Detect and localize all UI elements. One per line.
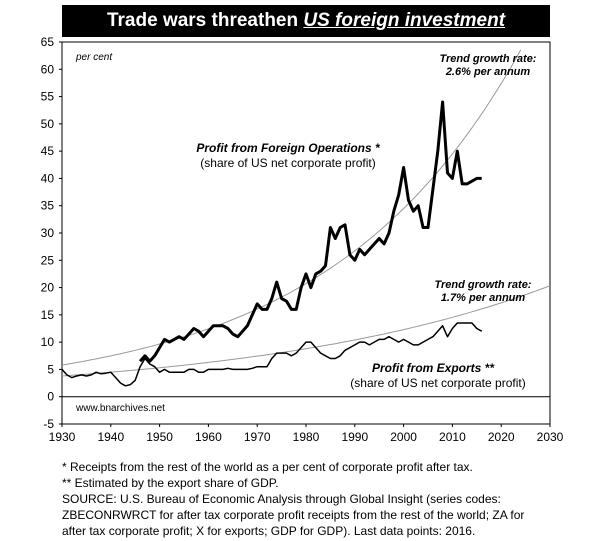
source-line: after tax corporate profit; X for export…	[62, 524, 476, 538]
y-tick-label: 30	[41, 226, 55, 240]
source-line: SOURCE: U.S. Bureau of Economic Analysis…	[62, 492, 501, 506]
x-tick-label: 2010	[439, 430, 466, 444]
y-tick-label: 10	[41, 335, 55, 349]
watermark: www.bnarchives.net	[75, 403, 165, 414]
x-tick-label: 1930	[49, 430, 76, 444]
y-tick-label: 45	[41, 144, 55, 158]
foreign-profit-line	[138, 100, 482, 363]
y-tick-label: 20	[41, 281, 55, 295]
y-tick-label: 60	[41, 62, 55, 76]
x-tick-label: 1980	[293, 430, 320, 444]
chart-title-emphasis: US foreign investment	[303, 10, 506, 31]
trend-line-exports	[62, 285, 550, 377]
y-axis-unit-label: per cent	[75, 52, 113, 63]
y-tick-label: 15	[41, 308, 55, 322]
y-tick-label: 25	[41, 253, 55, 267]
x-tick-label: 1960	[195, 430, 222, 444]
x-tick-label: 1970	[244, 430, 271, 444]
y-tick-label: 0	[47, 390, 54, 404]
chart-canvas: -5 0 5 10 15 20 25 30 35 40 45 50 55 60 65 1930 1940 1950…	[41, 35, 564, 444]
x-tick-label: 2000	[390, 430, 417, 444]
trend-label-mid-line1: Trend growth rate:	[435, 279, 532, 291]
chart-title: Trade wars threathen US foreign investme…	[62, 5, 550, 37]
y-tick-label: 5	[47, 362, 54, 376]
y-tick-label: 55	[41, 90, 55, 104]
chart-title-plain: Trade wars threathen	[106, 10, 304, 31]
foreign-profit-title: Profit from Foreign Operations *	[196, 141, 381, 155]
x-tick-label: 2030	[537, 430, 564, 444]
series-lines	[62, 49, 550, 387]
footnote-line: * Receipts from the rest of the world as…	[62, 460, 473, 474]
axes: -5 0 5 10 15 20 25 30 35 40 45 50 55 60 65 1930 1940 1950…	[41, 35, 564, 444]
y-tick-label: 50	[41, 117, 55, 131]
y-tick-label: -5	[43, 417, 54, 431]
x-tick-label: 1990	[341, 430, 368, 444]
exports-profit-line	[62, 322, 483, 387]
exports-profit-title: Profit from Exports **	[372, 361, 495, 375]
trend-label-top-line1: Trend growth rate:	[440, 53, 537, 65]
trend-line-foreign	[62, 49, 522, 366]
x-tick-label: 2020	[488, 430, 515, 444]
y-tick-label: 65	[41, 35, 55, 49]
source-line: ZBECONRWRCT for after tax corporate prof…	[62, 508, 525, 522]
trend-label-top-line2: 2.6% per annum	[445, 66, 531, 78]
annotations: per cent Trend growth rate: 2.6% per ann…	[75, 52, 537, 414]
footnote-line: ** Estimated by the export share of GDP.	[62, 476, 279, 490]
trend-label-mid-line2: 1.7% per annum	[441, 292, 526, 304]
y-tick-label: 35	[41, 199, 55, 213]
x-tick-label: 1950	[146, 430, 173, 444]
exports-profit-subtitle: (share of US net corporate profit)	[350, 376, 525, 390]
footnotes: * Receipts from the rest of the world as…	[62, 459, 582, 539]
x-tick-label: 1940	[97, 430, 124, 444]
y-tick-label: 40	[41, 171, 55, 185]
foreign-profit-subtitle: (share of US net corporate profit)	[200, 156, 375, 170]
